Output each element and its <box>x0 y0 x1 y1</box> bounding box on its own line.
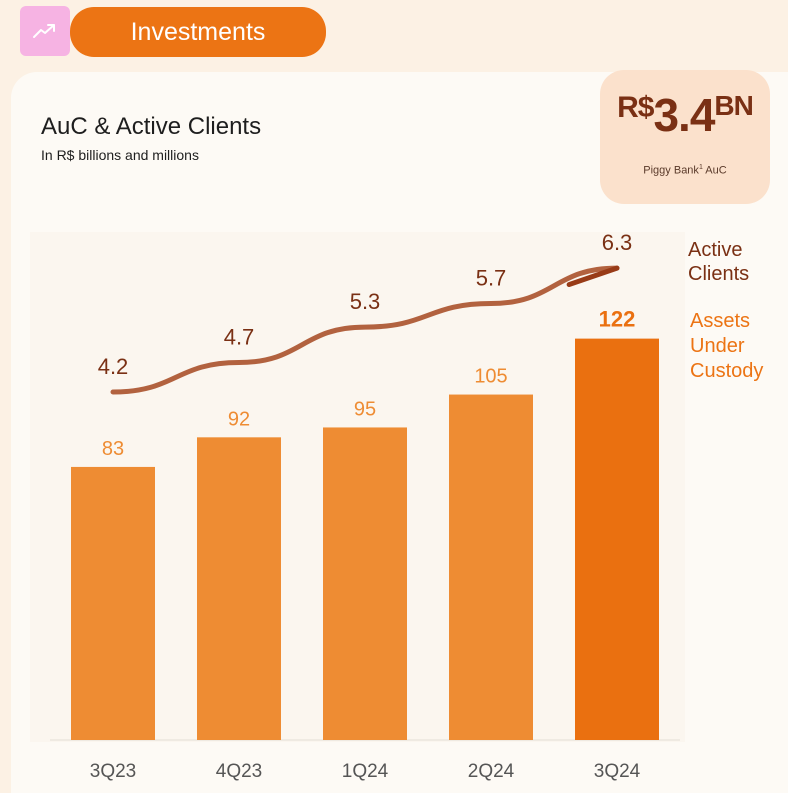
bar-value-label-3Q24: 122 <box>599 307 636 332</box>
x-tick-label-3Q24: 3Q24 <box>594 761 641 782</box>
bar-value-label-4Q23: 92 <box>228 408 250 430</box>
bar-1Q24 <box>323 427 407 740</box>
bar-value-label-2Q24: 105 <box>474 366 507 388</box>
kpi-unit: BN <box>714 90 753 121</box>
bar-value-label-3Q23: 83 <box>102 438 124 460</box>
investments-icon-box <box>20 6 70 56</box>
chart-subtitle: In R$ billions and millions <box>41 147 199 163</box>
kpi-card: R$3.4BN Piggy Bank1 AuC <box>600 70 770 204</box>
kpi-currency: R$ <box>617 91 654 124</box>
legend-auc-line-2: Under <box>690 335 745 357</box>
kpi-footnote: 1 <box>698 164 703 171</box>
x-tick-label-3Q23: 3Q23 <box>90 761 136 782</box>
active-clients-line <box>110 265 620 395</box>
bar-3Q23 <box>71 466 155 740</box>
kpi-label: Piggy Bank1 AuC <box>643 164 727 177</box>
x-tick-label-4Q23: 4Q23 <box>216 761 262 782</box>
kpi-value: R$3.4BN <box>600 88 770 142</box>
line-value-label-4Q23: 4.7 <box>224 325 255 350</box>
legend-auc-line-1: Assets <box>690 310 751 332</box>
bar-2Q24 <box>449 394 533 740</box>
bar-3Q24 <box>575 338 659 740</box>
legend-auc-line-3: Custody <box>690 360 764 382</box>
bar-4Q23 <box>197 437 281 740</box>
legend-assets-under-custody: Assets Under Custody <box>690 309 763 384</box>
legend-active-line-1: Active <box>688 239 743 261</box>
line-value-label-3Q24: 6.3 <box>602 230 633 255</box>
section-title: Investments <box>130 17 266 46</box>
x-tick-label-1Q24: 1Q24 <box>342 761 389 782</box>
section-title-pill: Investments <box>70 7 326 57</box>
line-value-label-2Q24: 5.7 <box>476 266 507 291</box>
line-value-label-3Q23: 4.2 <box>98 354 129 379</box>
kpi-number: 3.4 <box>653 89 715 141</box>
line-value-label-1Q24: 5.3 <box>350 289 381 314</box>
active-clients-line-latest-segment <box>566 265 620 288</box>
bar-value-label-1Q24: 95 <box>354 398 376 420</box>
legend-active-clients: Active Clients <box>688 238 749 286</box>
x-tick-label-2Q24: 2Q24 <box>468 761 515 782</box>
chart-title: AuC & Active Clients <box>41 113 262 140</box>
trending-up-icon <box>33 24 55 38</box>
legend-active-line-2: Clients <box>688 263 750 285</box>
